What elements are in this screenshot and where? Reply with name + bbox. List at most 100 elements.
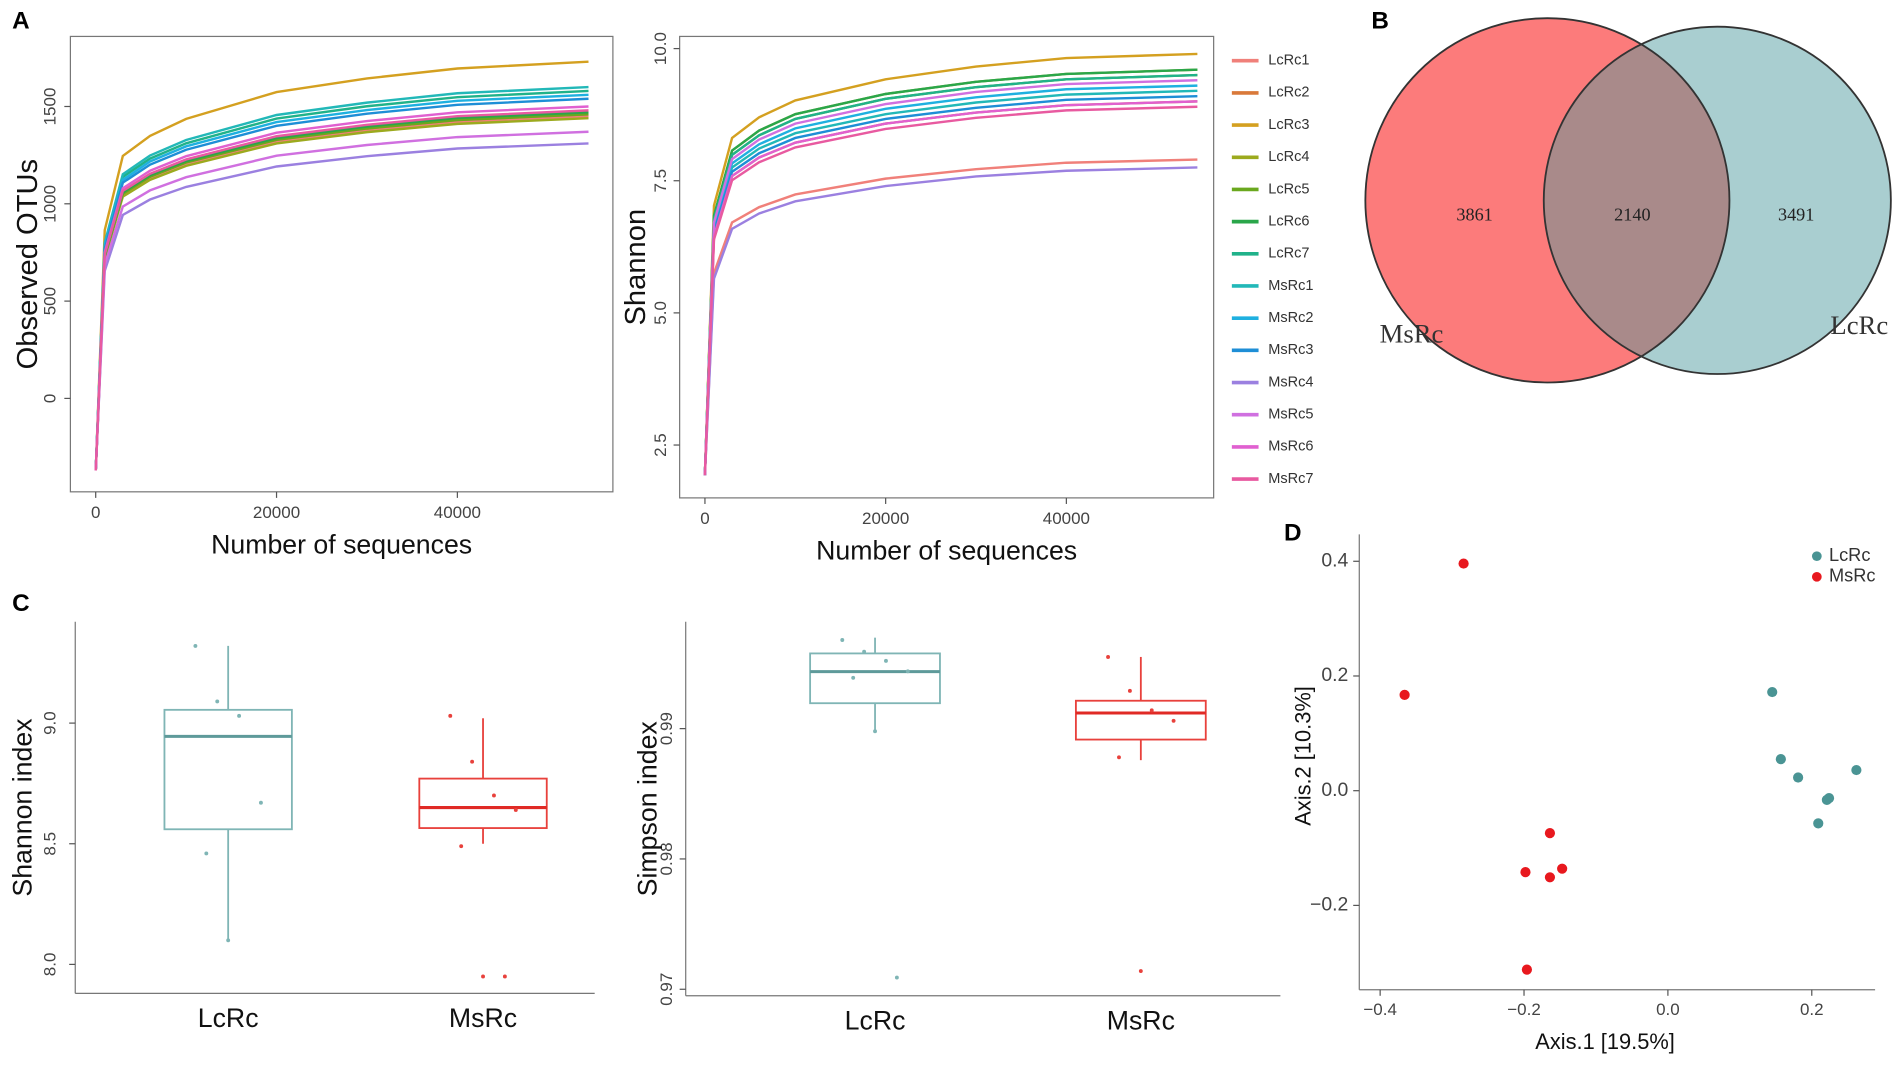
data-point <box>1767 686 1778 698</box>
legend-label: LcRc5 <box>1268 181 1309 197</box>
series-line <box>703 105 1198 476</box>
series-line <box>94 85 589 471</box>
data-point <box>448 713 453 718</box>
y-tick-label: 500 <box>40 287 59 315</box>
data-point <box>1813 818 1824 829</box>
data-point <box>884 658 888 663</box>
plot-frame <box>679 35 1215 499</box>
y-axis-label: Shannon <box>620 209 652 326</box>
series-line <box>94 109 589 471</box>
series-line <box>703 100 1198 476</box>
y-axis-label: Observed OTUs <box>12 159 44 369</box>
x-tick-label: 20000 <box>253 503 300 522</box>
series-line <box>703 158 1198 476</box>
y-tick-label: 0 <box>40 394 59 403</box>
data-point <box>894 975 899 980</box>
data-point <box>1851 764 1862 776</box>
data-point <box>1544 828 1556 839</box>
venn-set-label: LcRc <box>1830 310 1888 340</box>
y-axis-label: Axis.2 [10.3%] <box>1290 686 1315 826</box>
data-point <box>1149 708 1154 713</box>
legend-label: MsRc6 <box>1268 439 1313 455</box>
box <box>163 708 293 831</box>
y-tick-label: 8.0 <box>40 953 59 977</box>
series-line <box>94 142 589 471</box>
data-point <box>1557 863 1568 874</box>
series-line <box>703 100 1198 476</box>
x-tick-label: −0.2 <box>1507 1000 1541 1019</box>
data-point <box>204 851 209 856</box>
data-point <box>1544 872 1556 883</box>
panel-label: A <box>12 7 30 34</box>
y-axis-label: Shannon index <box>7 718 37 897</box>
data-point <box>1793 772 1804 783</box>
data-point <box>840 638 845 642</box>
y-tick-label: 1000 <box>40 185 59 223</box>
data-point <box>226 938 231 943</box>
series-line <box>94 116 589 471</box>
data-point <box>1106 655 1111 659</box>
series-line <box>703 79 1198 476</box>
legend-label: MsRc2 <box>1268 310 1313 326</box>
y-tick-label: 5.0 <box>651 301 670 325</box>
x-tick-label: 40000 <box>434 503 481 522</box>
y-tick-label: 1500 <box>40 88 59 126</box>
legend-label: LcRc2 <box>1268 85 1309 101</box>
legend-label: MsRc4 <box>1268 374 1313 390</box>
data-point <box>502 974 507 979</box>
data-point <box>862 649 867 654</box>
data-point <box>1127 688 1132 693</box>
x-tick-label: 0 <box>91 503 100 522</box>
y-tick-label: 0.2 <box>1321 664 1348 686</box>
data-point <box>873 729 877 734</box>
data-point <box>459 844 464 849</box>
panel-label: D <box>1284 520 1302 547</box>
box <box>1074 699 1207 741</box>
y-tick-label: −0.2 <box>1310 894 1348 916</box>
legend-label: LcRc1 <box>1268 53 1309 69</box>
venn-count: 3491 <box>1778 204 1814 224</box>
series-line <box>703 52 1198 476</box>
data-point <box>237 713 242 718</box>
series-line <box>94 105 589 471</box>
data-point <box>905 669 910 674</box>
y-tick-label: 0.99 <box>657 712 676 745</box>
x-tick-label: 0.0 <box>1656 1000 1680 1019</box>
venn-count: 2140 <box>1614 204 1650 224</box>
data-point <box>1117 755 1121 760</box>
venn-overlap <box>1543 26 1730 375</box>
x-tick-label: 0.2 <box>1800 1000 1824 1019</box>
legend-label: MsRc7 <box>1268 471 1313 487</box>
y-tick-label: 2.5 <box>651 433 670 457</box>
x-tick-label: LcRc <box>845 1006 906 1036</box>
legend-label: MsRc <box>1829 566 1876 586</box>
data-point <box>1775 754 1786 765</box>
y-tick-label: 9.0 <box>40 711 59 735</box>
y-tick-label: 0.4 <box>1321 549 1348 571</box>
legend-label: LcRc <box>1829 545 1870 565</box>
data-point <box>851 675 856 680</box>
plot-frame <box>69 35 614 493</box>
x-tick-label: 40000 <box>1043 509 1090 528</box>
data-point <box>1520 867 1531 878</box>
venn-set-label: MsRc <box>1380 318 1444 348</box>
x-tick-label: −0.4 <box>1363 1000 1397 1019</box>
data-point <box>258 800 263 805</box>
y-tick-label: 0.97 <box>657 973 676 1006</box>
data-point <box>1521 964 1533 975</box>
x-axis-label: Number of sequences <box>816 536 1077 566</box>
y-tick-label: 7.5 <box>651 169 670 193</box>
venn-outline <box>1542 25 1892 375</box>
data-point <box>492 793 496 798</box>
x-tick-label: 0 <box>700 509 709 528</box>
data-point <box>1821 794 1832 805</box>
box <box>418 777 548 829</box>
series-line <box>94 60 589 471</box>
data-point <box>1138 969 1143 973</box>
y-tick-label: 8.5 <box>40 832 59 856</box>
box <box>809 652 941 705</box>
legend-label: LcRc4 <box>1268 149 1309 165</box>
legend-swatch <box>1811 551 1822 562</box>
data-point <box>481 974 485 979</box>
